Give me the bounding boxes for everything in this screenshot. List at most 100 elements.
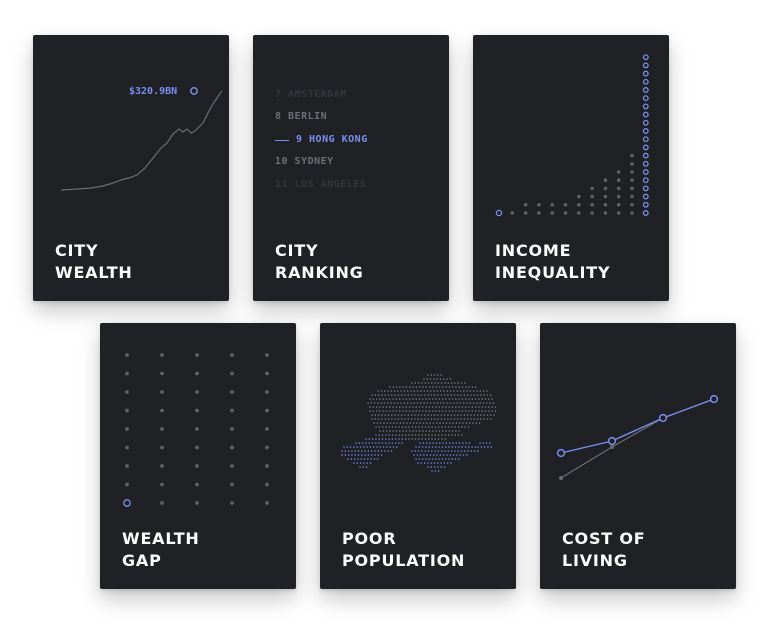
map-dot — [394, 442, 397, 444]
inequality-dot — [630, 153, 634, 158]
wealth-gap-dot — [265, 427, 269, 431]
map-dot — [447, 434, 450, 436]
map-dot — [375, 426, 377, 428]
map-dot — [471, 398, 474, 400]
map-dot — [371, 414, 373, 416]
map-dot — [397, 418, 400, 420]
map-dot — [370, 402, 373, 404]
map-dot — [439, 402, 442, 404]
wealth-gap-dot — [230, 427, 234, 431]
map-dot — [443, 414, 446, 416]
map-dot — [415, 430, 418, 432]
rank-item-8: 8 BERLIN — [275, 111, 328, 122]
map-dot — [408, 430, 411, 432]
card-city-ranking[interactable]: 7 AMSTERDAM 8 BERLIN 9 HONG KONG 10 SYDN… — [253, 35, 449, 301]
map-dot — [469, 402, 472, 404]
wealth-gap-dot — [230, 482, 234, 487]
map-dot — [468, 410, 470, 412]
map-dot — [463, 414, 466, 416]
inequality-top-dot — [642, 62, 649, 69]
map-dot — [454, 450, 456, 452]
map-dot — [404, 438, 407, 440]
map-dot — [392, 410, 394, 412]
map-dot — [409, 422, 412, 424]
map-dot — [431, 434, 433, 436]
map-dot — [424, 394, 426, 396]
map-dot — [387, 418, 390, 420]
card-title: WEALTH GAP — [122, 528, 200, 572]
inequality-dot — [603, 178, 608, 182]
inequality-dot — [630, 186, 634, 191]
map-dot — [424, 434, 427, 436]
map-dot — [408, 410, 411, 412]
map-dot — [344, 454, 347, 456]
map-dot — [388, 434, 390, 436]
map-dot — [468, 446, 470, 448]
map-dot — [453, 418, 456, 420]
inequality-dot — [616, 194, 621, 199]
map-dot — [354, 450, 356, 452]
map-dot — [377, 418, 380, 420]
map-dot — [443, 394, 446, 396]
map-dot — [362, 466, 365, 468]
inequality-dot — [590, 203, 594, 207]
map-dot — [489, 442, 491, 444]
map-dot — [433, 390, 435, 392]
map-dot — [443, 378, 445, 380]
map-dot — [381, 418, 383, 420]
map-dot — [459, 402, 462, 404]
map-dot — [473, 414, 476, 416]
card-poor-population[interactable]: POOR POPULATION — [320, 323, 516, 589]
highlight-point — [658, 413, 668, 423]
wealth-gap-highlight-dot — [123, 499, 131, 507]
card-wealth-gap[interactable]: WEALTH GAP — [100, 323, 296, 589]
map-dot — [400, 418, 403, 420]
map-dot — [455, 422, 458, 424]
map-dot — [420, 402, 422, 404]
map-dot — [451, 430, 454, 432]
map-dot — [383, 402, 386, 404]
map-dot — [441, 446, 444, 448]
card-cost-of-living[interactable]: COST OF LIVING — [540, 323, 736, 589]
map-dot — [432, 422, 435, 424]
map-dot — [439, 442, 441, 444]
map-dot — [421, 458, 424, 460]
map-dot — [436, 378, 438, 380]
map-dot — [462, 422, 464, 424]
map-dot — [433, 454, 435, 456]
map-dot — [367, 458, 369, 460]
map-dot — [461, 406, 464, 408]
inequality-top-dot — [642, 177, 649, 184]
map-dot — [360, 458, 362, 460]
map-dot — [361, 442, 364, 444]
map-dot — [420, 462, 423, 464]
map-dot — [441, 410, 444, 412]
map-dot — [380, 454, 383, 456]
card-city-wealth[interactable]: $320.9BN CITY WEALTH — [33, 35, 229, 301]
map-dot — [451, 426, 453, 428]
map-dot — [450, 462, 452, 464]
map-dot — [448, 458, 450, 460]
map-dot — [425, 442, 428, 444]
map-dot — [424, 414, 426, 416]
map-dot — [480, 394, 482, 396]
wealth-gap-dot — [160, 353, 164, 357]
map-dot — [459, 390, 462, 392]
rank-active-indicator — [275, 140, 289, 141]
map-dot — [405, 386, 408, 388]
map-dot — [415, 410, 417, 412]
map-dot — [455, 430, 457, 432]
map-dot — [419, 422, 421, 424]
map-dot — [379, 406, 381, 408]
map-dot — [435, 446, 437, 448]
card-income-inequality[interactable]: INCOME INEQUALITY — [473, 35, 669, 301]
baseline-point — [610, 445, 614, 449]
map-dot — [373, 402, 376, 404]
map-dot — [454, 458, 457, 460]
map-dot — [436, 454, 438, 456]
map-dot — [455, 410, 457, 412]
map-dot — [431, 410, 434, 412]
map-dot — [461, 446, 463, 448]
map-dot — [415, 398, 417, 400]
map-dot — [406, 390, 409, 392]
